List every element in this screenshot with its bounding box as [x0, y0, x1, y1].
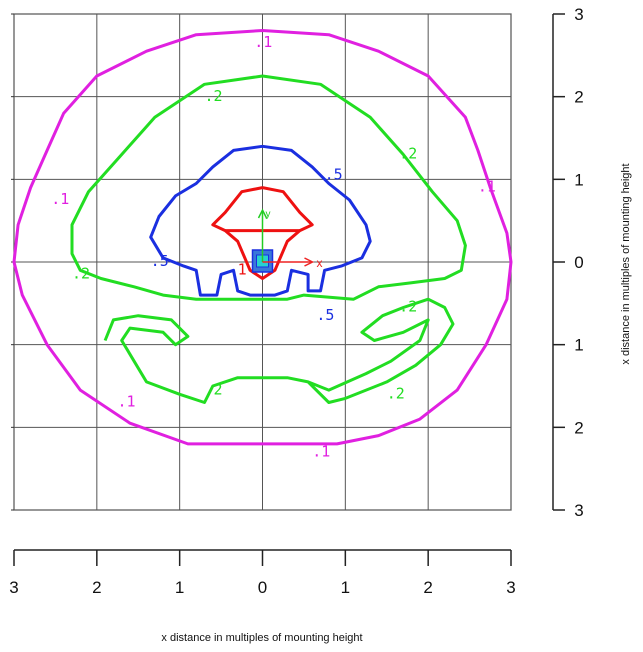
x-axis-title: x distance in multiples of mounting heig… — [161, 632, 362, 644]
contour-labels: .1 .1 .1 .1 .1 .2 .2 .2 .2 .2 .2 .5 .5 .5 1 — [51, 33, 496, 460]
contour-label: .2 — [72, 265, 90, 283]
x-tick-label: 1 — [175, 578, 184, 597]
x-tick-label: 3 — [506, 578, 515, 597]
contour-label: .2 — [399, 298, 417, 316]
y-tick-label: 1 — [574, 336, 583, 355]
x-direction-label: x — [317, 256, 323, 270]
x-tick-label: 0 — [258, 578, 267, 597]
contour-label: .2 — [387, 384, 405, 402]
y-tick-label: 1 — [574, 170, 583, 189]
contour-line-0p2-segment — [103, 297, 455, 404]
x-tick-label: 2 — [423, 578, 432, 597]
contour-label: .1 — [51, 190, 69, 208]
contour-lines — [12, 29, 513, 446]
contour-label: .1 — [478, 178, 496, 196]
y-tick-label: 0 — [574, 253, 583, 272]
contour-label: 1 — [238, 260, 247, 278]
contour-line-0p2 — [70, 74, 467, 301]
y-tick-label: 3 — [574, 5, 583, 24]
contour-label: .2 — [205, 87, 223, 105]
contour-line-1 — [211, 186, 314, 280]
contour-label: .5 — [325, 165, 343, 183]
contour-label: .1 — [312, 442, 330, 460]
contour-label: .2 — [399, 145, 417, 163]
x-axis: 3 2 1 0 1 2 3 — [9, 549, 516, 597]
contour-label: .5 — [151, 252, 169, 270]
grid-lines — [11, 13, 512, 511]
contour-label: .1 — [254, 33, 272, 51]
contour-label: .2 — [205, 380, 223, 398]
contour-label: .5 — [316, 306, 334, 324]
contour-line-0p1 — [12, 29, 513, 446]
contour-line-0p5 — [149, 144, 372, 297]
luminaire-marker: xy — [251, 208, 323, 273]
y-axis-title: x distance in multiples of mounting heig… — [620, 163, 632, 364]
contour-label: .1 — [118, 393, 136, 411]
x-arrow-head-icon — [304, 257, 315, 267]
y-tick-label: 2 — [574, 418, 583, 437]
x-tick-label: 1 — [341, 578, 350, 597]
y-tick-label: 3 — [574, 501, 583, 520]
y-tick-label: 2 — [574, 88, 583, 107]
y-direction-label: y — [266, 209, 271, 220]
x-tick-label: 2 — [92, 578, 101, 597]
x-tick-label: 3 — [9, 578, 18, 597]
y-arrow-head-icon — [257, 208, 268, 219]
y-axis: 3 2 1 0 1 2 3 — [552, 5, 584, 520]
